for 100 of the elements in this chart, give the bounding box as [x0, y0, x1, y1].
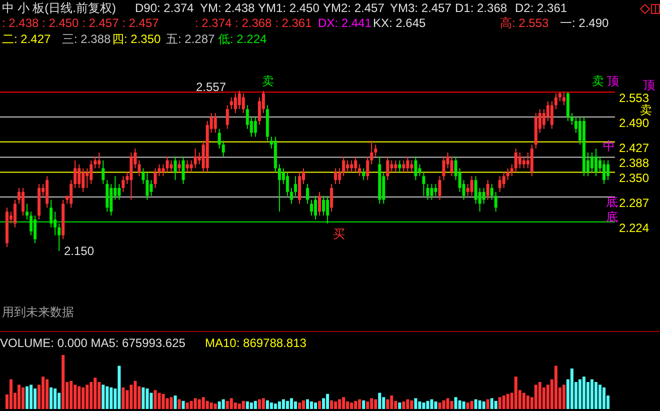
- candlestick: [254, 116, 257, 138]
- bar: [466, 402, 470, 409]
- candlestick: [466, 184, 470, 196]
- candlestick: [234, 92, 237, 114]
- bar: [18, 384, 21, 409]
- bar: [194, 398, 197, 409]
- candlestick: [78, 164, 81, 188]
- candlestick: [74, 160, 77, 188]
- bar: [522, 392, 526, 409]
- bar: [454, 397, 458, 409]
- text: 顶: [643, 78, 655, 92]
- bar: [254, 400, 257, 409]
- bar: [402, 401, 406, 409]
- candlestick: [154, 168, 157, 188]
- candlestick: [110, 184, 113, 216]
- candlestick: [526, 152, 530, 169]
- candlestick: [22, 187, 25, 216]
- candlestick: [402, 160, 406, 173]
- bar: [238, 404, 241, 409]
- bar: [58, 392, 61, 409]
- bar: [534, 384, 538, 409]
- bar: [74, 384, 77, 409]
- candlestick: [426, 184, 430, 200]
- candlestick: [430, 184, 434, 200]
- candlestick: [570, 112, 574, 126]
- bar: [70, 380, 73, 409]
- ref-line-label: 2.427: [619, 140, 650, 155]
- bar: [162, 394, 165, 409]
- bar: [498, 397, 502, 409]
- candlestick: [278, 164, 281, 212]
- ref-line-label: 2.224: [619, 220, 650, 235]
- candlestick: [306, 184, 309, 204]
- bar: [106, 386, 109, 409]
- candlestick: [118, 184, 121, 200]
- annotation: 2.150: [64, 244, 94, 258]
- bar: [330, 400, 334, 409]
- bar: [22, 387, 25, 409]
- bar: [182, 400, 185, 409]
- candlestick: [166, 156, 169, 173]
- candlestick: [590, 152, 594, 173]
- bar: [86, 384, 89, 409]
- bar: [278, 401, 281, 409]
- bar: [154, 390, 157, 409]
- candlestick: [334, 168, 338, 185]
- candlestick: [122, 176, 125, 192]
- candlestick: [290, 187, 293, 204]
- bar: [214, 404, 217, 409]
- candlestick: [522, 156, 526, 169]
- text: D1: 2.368: [455, 1, 508, 15]
- bar: [314, 402, 318, 409]
- bar: [110, 387, 113, 409]
- candlestick: [222, 140, 225, 157]
- candlestick: [594, 148, 598, 177]
- candlestick: [190, 160, 193, 173]
- candlestick: [550, 100, 554, 130]
- candlestick: [514, 148, 518, 173]
- candlestick: [170, 160, 173, 173]
- candlestick: [230, 96, 233, 110]
- bar: [190, 400, 193, 409]
- text: YM2: 2.457: [323, 1, 384, 15]
- candlestick: [246, 104, 249, 130]
- bar: [206, 400, 209, 409]
- candlestick: [350, 160, 354, 173]
- candlestick: [566, 92, 570, 122]
- bar: [418, 401, 422, 409]
- bar: [326, 394, 330, 409]
- candlestick: [346, 160, 350, 173]
- candlestick: [130, 152, 133, 200]
- candlestick: [322, 195, 326, 216]
- text: D90: 2.374: [135, 1, 194, 15]
- bar: [502, 396, 506, 409]
- bar: [290, 398, 293, 409]
- bar: [258, 399, 261, 409]
- bar: [462, 401, 466, 409]
- bar: [482, 401, 486, 409]
- bar: [250, 402, 253, 409]
- bar: [398, 402, 402, 409]
- candlestick: [390, 160, 394, 173]
- bar: [506, 394, 510, 409]
- text: MA10: 869788.813: [205, 336, 306, 350]
- annotation: 卖: [592, 74, 604, 88]
- candlestick: [354, 156, 358, 173]
- candlestick: [606, 160, 610, 181]
- annotation: 顶: [607, 74, 619, 88]
- bar: [62, 355, 65, 409]
- candlestick: [186, 160, 189, 173]
- bar: [94, 378, 97, 409]
- bar: [486, 399, 490, 409]
- bar: [526, 396, 530, 409]
- bar: [262, 398, 265, 409]
- bar: [294, 401, 297, 409]
- candlestick: [330, 184, 334, 212]
- bar: [598, 384, 602, 409]
- bar: [130, 384, 133, 409]
- text: D2: 2.361: [515, 1, 568, 15]
- bar: [458, 400, 462, 409]
- annotation: 中: [603, 139, 615, 153]
- candlestick: [530, 144, 534, 177]
- candlestick: [286, 172, 289, 196]
- bar: [346, 401, 350, 409]
